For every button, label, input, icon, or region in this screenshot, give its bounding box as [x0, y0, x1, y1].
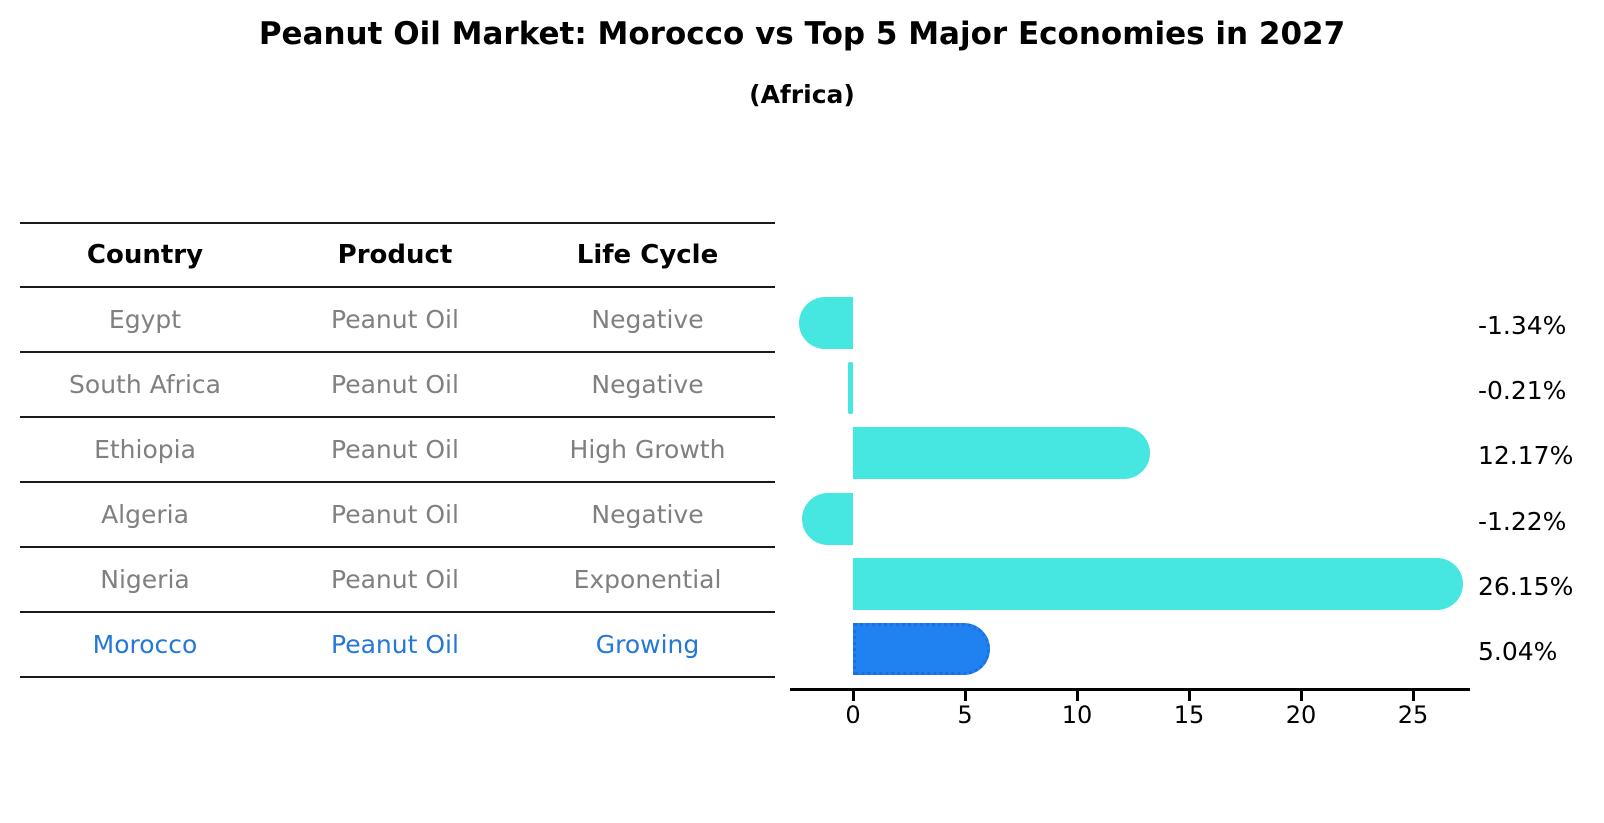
x-tick-mark — [1188, 691, 1191, 701]
value-label-south-africa: -0.21% — [1478, 375, 1567, 405]
x-tick-label: 20 — [1285, 701, 1317, 729]
bar-morocco — [853, 623, 990, 676]
bar-nigeria — [853, 557, 1463, 610]
chart-subtitle: (Africa) — [749, 80, 855, 109]
x-tick-label: 10 — [1061, 701, 1093, 729]
cell-country: Algeria — [101, 500, 189, 529]
cell-life-cycle: Negative — [591, 500, 704, 529]
cell-life-cycle: Negative — [591, 305, 704, 334]
cell-country: Egypt — [108, 305, 182, 334]
cell-product: Peanut Oil — [331, 500, 459, 529]
value-label-egypt: -1.34% — [1478, 310, 1567, 340]
cell-country: Morocco — [92, 630, 198, 659]
x-tick-mark — [1076, 691, 1079, 701]
value-label-algeria: -1.22% — [1478, 506, 1567, 536]
x-tick-label: 15 — [1173, 701, 1205, 729]
value-label-ethiopia: 12.17% — [1478, 441, 1574, 471]
value-label-nigeria: 26.15% — [1478, 571, 1574, 601]
table-row: South Africa Peanut Oil Negative — [20, 353, 775, 418]
cell-country: South Africa — [69, 370, 221, 399]
chart-title: Peanut Oil Market: Morocco vs Top 5 Majo… — [258, 16, 1346, 52]
table-row: Morocco Peanut Oil Growing — [20, 613, 775, 678]
col-header-life-cycle: Life Cycle — [576, 240, 719, 270]
country-table: Country Product Life Cycle Egypt Peanut … — [20, 222, 775, 678]
x-axis-line — [790, 688, 1470, 691]
table-body: Egypt Peanut Oil Negative South Africa P… — [20, 288, 775, 678]
x-tick-label: 25 — [1397, 701, 1429, 729]
cell-product: Peanut Oil — [331, 305, 459, 334]
bar-algeria — [801, 492, 853, 545]
cell-country: Nigeria — [100, 565, 190, 594]
cell-life-cycle: Negative — [591, 370, 704, 399]
bar-south-africa — [848, 361, 853, 414]
x-tick-mark — [1300, 691, 1303, 701]
x-tick-mark — [852, 691, 855, 701]
table-row: Algeria Peanut Oil Negative — [20, 483, 775, 548]
table-header-row: Country Product Life Cycle — [20, 222, 775, 288]
bar-egypt — [798, 296, 853, 349]
cell-life-cycle: Growing — [595, 630, 700, 659]
cell-product: Peanut Oil — [331, 565, 459, 594]
table-row: Egypt Peanut Oil Negative — [20, 288, 775, 353]
x-tick-mark — [964, 691, 967, 701]
cell-life-cycle: High Growth — [569, 435, 726, 464]
cell-life-cycle: Exponential — [573, 565, 722, 594]
cell-product: Peanut Oil — [331, 370, 459, 399]
x-tick-label: 5 — [957, 701, 973, 729]
bar-ethiopia — [853, 427, 1150, 480]
cell-country: Ethiopia — [94, 435, 196, 464]
table-row: Nigeria Peanut Oil Exponential — [20, 548, 775, 613]
x-tick-label: 0 — [845, 701, 861, 729]
col-header-product: Product — [337, 240, 453, 270]
cell-product: Peanut Oil — [331, 435, 459, 464]
col-header-country: Country — [86, 240, 204, 270]
x-tick-mark — [1412, 691, 1415, 701]
table-row: Ethiopia Peanut Oil High Growth — [20, 418, 775, 483]
value-label-morocco: 5.04% — [1478, 637, 1558, 667]
cell-product: Peanut Oil — [331, 630, 459, 659]
